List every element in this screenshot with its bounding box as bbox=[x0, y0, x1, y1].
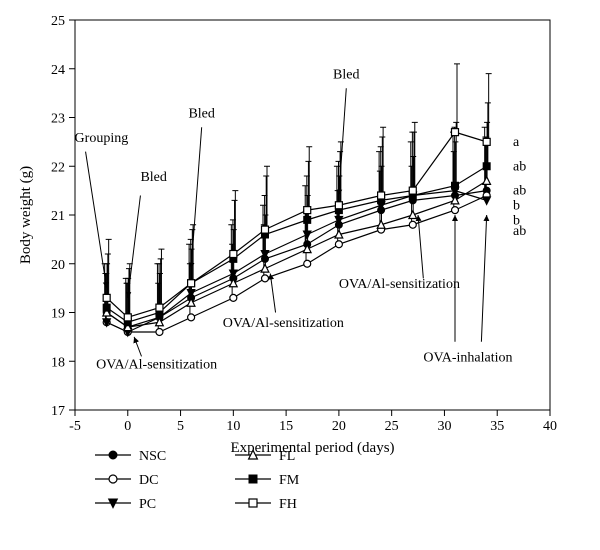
svg-text:-5: -5 bbox=[69, 419, 81, 434]
svg-text:19: 19 bbox=[51, 307, 65, 322]
svg-text:Bled: Bled bbox=[140, 170, 166, 185]
svg-text:15: 15 bbox=[279, 419, 293, 434]
svg-text:ab: ab bbox=[513, 159, 526, 174]
svg-text:Bled: Bled bbox=[188, 107, 214, 122]
svg-text:24: 24 bbox=[51, 63, 65, 78]
svg-text:5: 5 bbox=[177, 419, 184, 434]
svg-text:FL: FL bbox=[279, 449, 295, 464]
svg-text:25: 25 bbox=[51, 14, 65, 29]
svg-text:ab: ab bbox=[513, 184, 526, 199]
svg-text:35: 35 bbox=[490, 419, 504, 434]
svg-text:ab: ab bbox=[513, 224, 526, 239]
svg-text:OVA/Al-sensitization: OVA/Al-sensitization bbox=[339, 277, 460, 292]
svg-text:NSC: NSC bbox=[139, 449, 166, 464]
svg-text:Body weight (g): Body weight (g) bbox=[18, 166, 34, 264]
svg-text:FM: FM bbox=[279, 473, 300, 488]
svg-text:Grouping: Grouping bbox=[75, 131, 129, 146]
svg-text:OVA/Al-sensitization: OVA/Al-sensitization bbox=[96, 358, 217, 373]
svg-text:10: 10 bbox=[226, 419, 240, 434]
svg-text:21: 21 bbox=[51, 209, 65, 224]
svg-text:b: b bbox=[513, 199, 520, 214]
svg-text:0: 0 bbox=[124, 419, 131, 434]
svg-text:22: 22 bbox=[51, 160, 65, 175]
svg-text:a: a bbox=[513, 135, 520, 150]
svg-text:PC: PC bbox=[139, 497, 156, 512]
svg-text:OVA-inhalation: OVA-inhalation bbox=[423, 350, 512, 365]
svg-text:18: 18 bbox=[51, 355, 65, 370]
svg-text:40: 40 bbox=[543, 419, 557, 434]
svg-text:30: 30 bbox=[437, 419, 451, 434]
svg-text:23: 23 bbox=[51, 112, 65, 127]
svg-text:Bled: Bled bbox=[333, 68, 359, 83]
svg-text:17: 17 bbox=[51, 404, 65, 419]
svg-text:20: 20 bbox=[332, 419, 346, 434]
svg-text:DC: DC bbox=[139, 473, 158, 488]
body-weight-chart: -50510152025303540171819202122232425Expe… bbox=[0, 0, 600, 550]
svg-text:OVA/Al-sensitization: OVA/Al-sensitization bbox=[223, 316, 344, 331]
svg-text:20: 20 bbox=[51, 258, 65, 273]
svg-text:25: 25 bbox=[385, 419, 399, 434]
svg-text:FH: FH bbox=[279, 497, 297, 512]
